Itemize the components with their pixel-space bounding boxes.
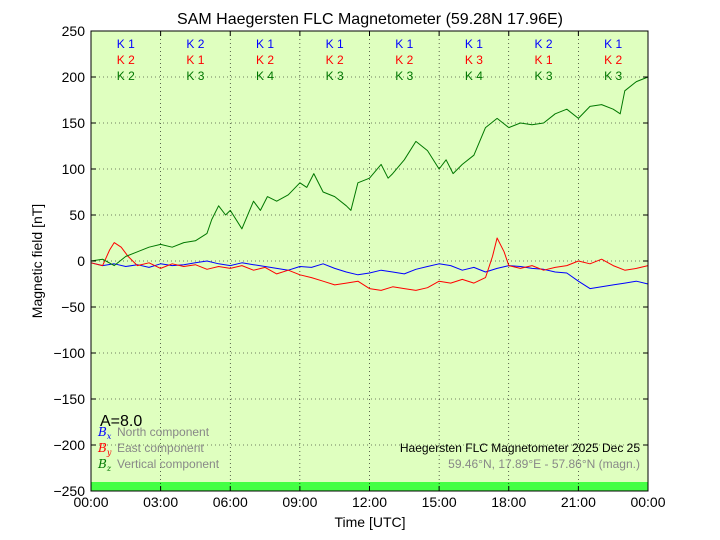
k-index-north: K 1 [117,37,135,51]
y-tick-label: −200 [53,437,85,453]
y-tick-label: 250 [62,23,86,39]
a-index: A=8.0 [100,413,142,430]
east-component-line [90,237,649,291]
k-index-north: K 1 [256,37,274,51]
plot-area [91,31,648,491]
legend: Bx North component By East component Bz … [97,425,220,473]
y-tick-label: 50 [69,207,85,223]
y-tick-label: 200 [62,69,86,85]
y-axis-label: Magnetic field [nT] [29,204,45,318]
k-index-north: K 2 [186,37,204,51]
chart-title: SAM Haegersten FLC Magnetometer (59.28N … [177,11,563,28]
k-index-vertical: K 3 [395,69,413,83]
k-index-vertical: K 2 [117,69,135,83]
k-index-vertical: K 4 [256,69,274,83]
k-index-north: K 1 [326,37,344,51]
x-tick-label: 03:00 [143,494,178,510]
k-index-vertical: K 4 [465,69,483,83]
x-tick-label: 15:00 [422,494,457,510]
k-index-east: K 2 [604,53,622,67]
k-index-vertical: K 3 [186,69,204,83]
legend-north-label: North component [117,425,210,439]
k-index-east: K 2 [256,53,274,67]
k-index-east: K 1 [535,53,553,67]
x-tick-label: 00:00 [73,494,108,510]
legend-east-label: East component [117,441,204,455]
info-coordinates: 59.46°N, 17.89°E - 57.86°N (magn.) [448,457,640,471]
grid-lines [91,31,648,491]
x-tick-label: 12:00 [352,494,387,510]
k-index-vertical: K 3 [326,69,344,83]
y-tick-label: −150 [53,391,85,407]
y-tick-label: −50 [61,299,85,315]
axis-ticks: 00:00 03:00 06:00 09:00 12:00 15:00 18:00 21:00… [53,23,665,510]
x-tick-label: 00:00 [630,494,665,510]
x-tick-label: 21:00 [561,494,596,510]
k-index-vertical: K 3 [604,69,622,83]
k-index-east: K 1 [186,53,204,67]
k-index-vertical: K 3 [535,69,553,83]
y-tick-label: 150 [62,115,86,131]
k-index-east: K 2 [117,53,135,67]
k-index-east: K 2 [326,53,344,67]
info-title: Haegersten FLC Magnetometer 2025 Dec 25 [400,441,640,455]
x-axis-label: Time [UTC] [334,514,405,530]
x-tick-label: 09:00 [282,494,317,510]
legend-east-symbol: By [97,441,112,457]
y-tick-label: 0 [77,253,85,269]
k-index-north: K 1 [465,37,483,51]
series-lines [90,76,649,291]
y-tick-label: −250 [53,483,85,499]
k-index-east: K 2 [395,53,413,67]
legend-vertical-label: Vertical component [117,457,220,471]
k-index-labels: K 1 K 2 K 1 K 1 K 1 K 1 K 2 K 1 K 2 K 1 K 2 K 2 K 2 K… [117,37,623,83]
north-component-line [90,260,649,290]
k-index-east: K 3 [465,53,483,67]
legend-vertical-symbol: Bz [97,457,112,473]
k-index-north: K 1 [604,37,622,51]
x-tick-label: 06:00 [213,494,248,510]
vertical-component-line [90,76,649,267]
legend-north-symbol: Bx [97,425,112,441]
y-tick-label: 100 [62,161,86,177]
k-index-north: K 2 [535,37,553,51]
x-tick-label: 18:00 [491,494,526,510]
y-tick-label: −100 [53,345,85,361]
k-index-north: K 1 [395,37,413,51]
